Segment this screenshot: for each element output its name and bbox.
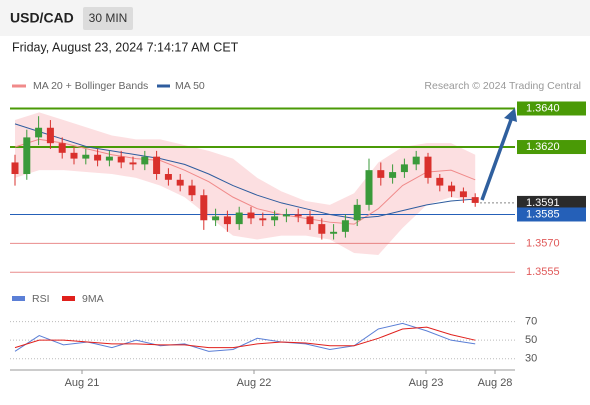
price-label-box bbox=[517, 195, 586, 210]
candle-body bbox=[353, 204, 361, 221]
price-panel bbox=[10, 96, 585, 280]
legend-swatch bbox=[62, 296, 75, 301]
candle-body bbox=[330, 231, 338, 234]
candle-body bbox=[176, 179, 184, 186]
candle-body bbox=[117, 156, 125, 163]
rsi-line bbox=[14, 322, 476, 352]
candle-body bbox=[223, 216, 231, 225]
candle-body bbox=[306, 216, 314, 225]
candle-body bbox=[105, 156, 113, 161]
forecast-arrow bbox=[480, 116, 514, 201]
candle-body bbox=[412, 156, 420, 165]
x-tick-label: Aug 21 bbox=[65, 377, 100, 389]
candle-body bbox=[11, 162, 19, 175]
price-label: 1.3591 bbox=[526, 197, 560, 209]
legend-label: MA 50 bbox=[175, 80, 205, 92]
x-tick-label: Aug 28 bbox=[478, 377, 513, 389]
candle-body bbox=[129, 162, 137, 165]
candle-body bbox=[188, 185, 196, 196]
price-label: 1.3555 bbox=[526, 266, 560, 278]
candle-body bbox=[271, 216, 279, 221]
candle-body bbox=[282, 214, 290, 217]
candle-body bbox=[141, 156, 149, 165]
x-tick-label: Aug 23 bbox=[409, 377, 444, 389]
candle-body bbox=[448, 185, 456, 192]
candle-body bbox=[70, 152, 78, 159]
candle-body bbox=[35, 127, 43, 138]
candle-body bbox=[424, 156, 432, 178]
price-label-box bbox=[517, 101, 586, 116]
price-label: 1.3640 bbox=[526, 102, 560, 114]
candle-body bbox=[471, 197, 479, 203]
y-tick-label: 70 bbox=[525, 315, 537, 327]
price-label: 1.3620 bbox=[526, 141, 560, 153]
candle-body bbox=[153, 156, 161, 175]
candle-body bbox=[400, 164, 408, 173]
legend-label: 9MA bbox=[82, 293, 104, 305]
candle-body bbox=[259, 218, 267, 221]
candle-body bbox=[294, 214, 302, 217]
symbol: USD/CAD bbox=[10, 10, 74, 26]
y-tick-label: 30 bbox=[525, 353, 537, 365]
candle-body bbox=[459, 191, 467, 198]
legend-swatch bbox=[12, 296, 25, 301]
candle-body bbox=[82, 154, 90, 159]
timeframe[interactable]: 30 MIN bbox=[89, 11, 128, 25]
candle-body bbox=[200, 195, 208, 221]
price-label-box bbox=[517, 207, 586, 222]
candle-body bbox=[436, 177, 444, 186]
candle-body bbox=[377, 170, 385, 178]
candle-body bbox=[46, 127, 54, 144]
candle-body bbox=[247, 212, 255, 219]
price-label-box bbox=[517, 140, 586, 155]
candle-body bbox=[365, 170, 373, 205]
legend-label: RSI bbox=[32, 293, 50, 305]
y-tick-label: 50 bbox=[525, 334, 537, 346]
candle-body bbox=[164, 174, 172, 180]
candle-body bbox=[23, 137, 31, 175]
candle-body bbox=[212, 216, 220, 221]
candle-body bbox=[341, 220, 349, 232]
timeframe-button[interactable] bbox=[83, 7, 133, 30]
candle-body bbox=[318, 224, 326, 234]
ma20-line bbox=[14, 138, 476, 225]
candle-body bbox=[94, 154, 102, 161]
forecast-arrowhead bbox=[504, 108, 517, 122]
ma50-line bbox=[14, 123, 476, 219]
price-label: 1.3570 bbox=[526, 237, 560, 249]
legend-label: MA 20 + Bollinger Bands bbox=[33, 80, 148, 92]
x-tick-label: Aug 22 bbox=[237, 377, 272, 389]
candle-body bbox=[235, 212, 243, 225]
timestamp: Friday, August 23, 2024 7:14:17 AM CET bbox=[12, 40, 239, 54]
rsi-line bbox=[14, 326, 476, 349]
price-label: 1.3585 bbox=[526, 208, 560, 220]
source: Research © 2024 Trading Central bbox=[424, 80, 581, 92]
candle-body bbox=[389, 172, 397, 178]
candle-body bbox=[58, 143, 66, 153]
